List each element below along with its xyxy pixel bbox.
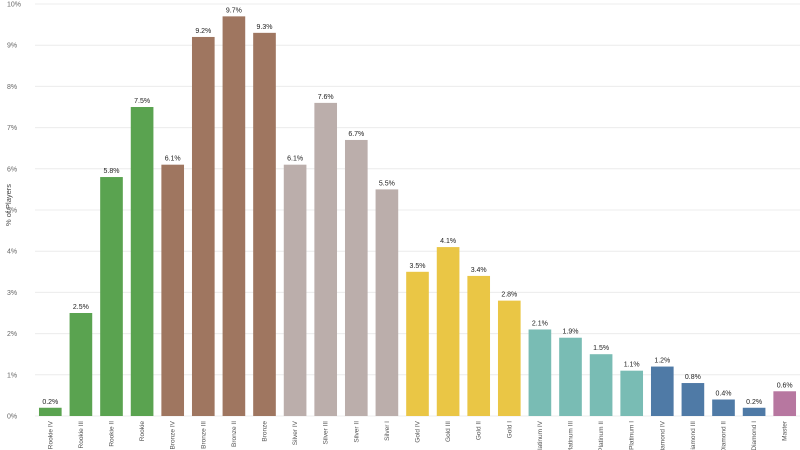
x-tick-label: Rookie IV	[47, 420, 54, 449]
bar	[712, 399, 735, 416]
y-axis-ticks: 0% 1% 2% 3% 4% 5% 6% 7% 8% 9% 10%	[7, 2, 21, 421]
data-label: 6.7%	[348, 131, 364, 138]
x-tick-label: Platinum II	[598, 421, 605, 450]
x-tick-label: Diamond I	[751, 421, 758, 450]
x-tick-label: Silver II	[353, 421, 360, 443]
bar	[467, 275, 491, 416]
x-tick-label: Bronze	[262, 421, 269, 442]
data-label: 0.2%	[42, 399, 58, 406]
bar	[620, 370, 644, 416]
bar	[283, 164, 307, 416]
x-tick-label: Bronze III	[200, 421, 207, 449]
bar	[650, 366, 674, 416]
x-tick-label: Gold II	[476, 421, 483, 440]
bar	[436, 247, 460, 416]
data-label: 9.3%	[257, 24, 273, 31]
bar	[589, 354, 613, 416]
x-tick-label: Diamond IV	[659, 420, 666, 450]
data-label: 9.2%	[195, 28, 211, 35]
data-label: 2.5%	[73, 304, 89, 311]
bar	[344, 139, 368, 416]
y-tick-label: 4%	[7, 249, 17, 256]
bar	[69, 313, 93, 416]
data-label: 9.7%	[226, 7, 242, 14]
data-label: 2.8%	[501, 292, 517, 299]
bar	[222, 16, 246, 417]
data-label: 0.6%	[777, 382, 793, 389]
y-tick-label: 9%	[7, 43, 17, 50]
data-label: 3.5%	[410, 263, 426, 270]
bar	[314, 102, 338, 416]
bar	[497, 300, 521, 416]
y-tick-label: 5%	[7, 208, 17, 215]
bar	[681, 383, 705, 416]
bar	[253, 32, 276, 417]
y-tick-label: 6%	[7, 166, 17, 173]
bar	[406, 271, 429, 416]
data-label: 5.5%	[379, 180, 395, 187]
data-label: 3.4%	[471, 267, 487, 274]
data-label: 1.1%	[624, 362, 640, 369]
x-tick-label: Diamond III	[690, 421, 697, 450]
bar	[191, 36, 215, 417]
x-tick-label: Gold III	[445, 421, 452, 442]
x-axis-ticks: Rookie IV Rookie III Rookie II Rookie Bronze…	[47, 420, 788, 450]
x-tick-label: Silver IV	[292, 420, 299, 445]
y-tick-label: 1%	[7, 372, 17, 379]
bar	[130, 107, 154, 416]
data-label: 2.1%	[532, 320, 548, 327]
bar	[375, 189, 399, 416]
data-label: 0.2%	[746, 399, 762, 406]
x-tick-label: Bronze II	[231, 421, 238, 447]
bar	[559, 337, 582, 416]
data-label: 6.1%	[165, 156, 181, 163]
data-label: 6.1%	[287, 156, 303, 163]
y-tick-label: 8%	[7, 84, 17, 91]
x-tick-label: Rookie II	[109, 421, 116, 447]
data-labels: 0.2% 2.5% 5.8% 7.5% 6.1% 9.2% 9.7% 9.3% 6.1% 7.6%…	[42, 7, 792, 405]
data-label: 4.1%	[440, 238, 456, 245]
bar	[742, 407, 766, 416]
bar	[38, 407, 62, 416]
bar	[528, 329, 552, 416]
data-label: 0.8%	[685, 374, 701, 381]
data-label: 5.8%	[104, 168, 120, 175]
y-tick-label: 0%	[7, 414, 17, 421]
y-axis-label: % of Players	[4, 184, 13, 226]
bar	[773, 391, 797, 416]
x-tick-label: Rookie III	[78, 421, 85, 449]
x-tick-label: Silver I	[384, 421, 391, 441]
data-label: 1.2%	[654, 358, 670, 365]
x-tick-label: Gold IV	[415, 420, 422, 442]
data-label: 1.9%	[563, 329, 579, 336]
x-tick-label: Master	[782, 420, 789, 441]
x-tick-label: Bronze IV	[170, 420, 177, 449]
data-label: 7.6%	[318, 94, 334, 101]
x-tick-label: Platinum III	[568, 421, 575, 450]
x-tick-label: Gold I	[506, 421, 513, 439]
bars	[38, 16, 797, 417]
bar	[161, 164, 185, 416]
data-label: 0.4%	[716, 391, 732, 398]
y-tick-label: 10%	[7, 2, 21, 9]
x-tick-label: Silver III	[323, 421, 330, 445]
x-tick-label: Platinum I	[629, 421, 636, 450]
x-tick-label: Rookie	[139, 421, 146, 442]
y-tick-label: 7%	[7, 125, 17, 132]
y-tick-label: 3%	[7, 290, 17, 297]
data-label: 7.5%	[134, 98, 150, 105]
x-tick-label: Platinum IV	[537, 420, 544, 450]
y-tick-label: 2%	[7, 331, 17, 338]
x-tick-label: Diamond II	[721, 421, 728, 450]
data-label: 1.5%	[593, 345, 609, 352]
bar	[100, 177, 123, 416]
